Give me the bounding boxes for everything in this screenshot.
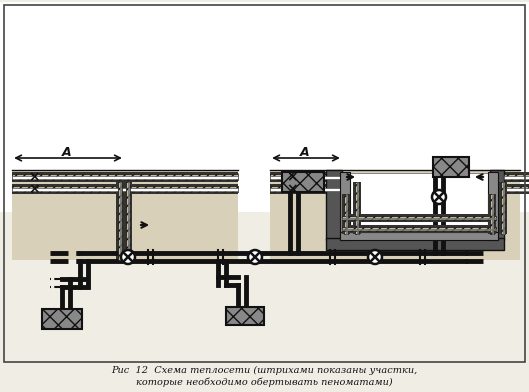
Circle shape (432, 190, 446, 204)
Bar (226, 307, 264, 325)
Bar (344, 194, 348, 234)
Text: A: A (300, 145, 310, 158)
Text: ×: × (286, 182, 298, 196)
Bar (504, 184, 529, 194)
Bar (42, 309, 82, 329)
Bar (282, 172, 324, 192)
Bar (12, 170, 238, 260)
Bar (12, 187, 238, 191)
Bar (270, 186, 340, 192)
Bar (355, 182, 359, 234)
Bar (120, 182, 121, 260)
Circle shape (248, 250, 262, 264)
Bar (270, 184, 340, 194)
Bar (488, 172, 498, 240)
Bar (340, 172, 350, 240)
Bar (270, 187, 340, 191)
Text: ×: × (28, 182, 40, 196)
Circle shape (121, 250, 135, 264)
Bar (12, 172, 238, 182)
Text: ×: × (286, 170, 298, 184)
Bar (124, 182, 132, 260)
Bar (126, 182, 130, 260)
Bar (127, 182, 129, 260)
Bar (350, 174, 488, 232)
Text: A: A (62, 145, 72, 158)
Bar (340, 232, 498, 240)
Bar (342, 216, 496, 220)
Bar (490, 170, 504, 240)
Bar (490, 194, 494, 234)
Text: которые необходимо обертывать пеноматами): которые необходимо обертывать пеноматами… (135, 377, 393, 387)
Bar (504, 186, 529, 192)
Bar (345, 194, 346, 234)
Bar (270, 170, 520, 260)
Bar (357, 182, 358, 234)
Bar (12, 176, 238, 178)
Bar (270, 172, 340, 182)
Bar (118, 182, 122, 260)
Bar (270, 174, 340, 180)
Bar (342, 227, 496, 231)
Bar (501, 182, 505, 234)
Bar (488, 194, 496, 234)
Bar (326, 238, 504, 250)
Bar (12, 174, 238, 180)
Bar (353, 182, 361, 234)
Bar (491, 194, 492, 234)
Bar (0, 2, 529, 212)
Bar (499, 182, 507, 234)
Bar (342, 225, 496, 233)
Bar (116, 182, 124, 260)
Bar (504, 172, 529, 182)
Bar (12, 184, 238, 194)
Bar (504, 176, 529, 178)
Bar (342, 194, 350, 234)
Bar (504, 174, 529, 180)
Bar (503, 182, 504, 234)
Text: Рис  12  Схема теплосети (штрихами показаны участки,: Рис 12 Схема теплосети (штрихами показан… (111, 365, 417, 375)
Text: ×: × (28, 170, 40, 184)
Bar (504, 187, 529, 191)
Bar (342, 214, 496, 222)
Bar (270, 176, 340, 178)
Bar (12, 186, 238, 192)
Bar (326, 170, 342, 240)
Bar (433, 157, 469, 177)
Circle shape (368, 250, 382, 264)
